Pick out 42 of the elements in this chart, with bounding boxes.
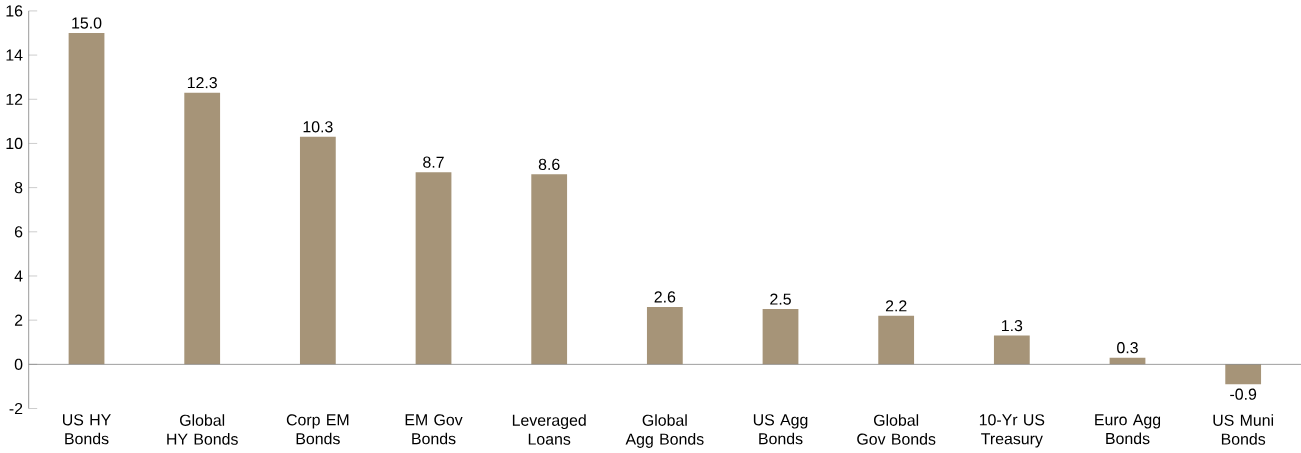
bar [68, 32, 105, 365]
data-label: 10.3 [303, 121, 333, 133]
data-label: -0.9 [1230, 388, 1257, 400]
x-tick-label: Global Agg Bonds [625, 414, 704, 448]
data-label: 12.3 [187, 76, 217, 89]
data-label: 2.2 [885, 300, 907, 312]
x-tick-label: 10-Yr US Treasury [979, 414, 1045, 448]
x-tick-label: Euro Agg Bonds [1095, 414, 1161, 445]
x-tick-label: EM Gov Bonds [405, 414, 463, 445]
bar [646, 306, 683, 365]
bar [1225, 364, 1262, 385]
y-tick-label: 10 [6, 137, 23, 149]
data-label: 0.3 [1117, 341, 1138, 354]
data-label: 8.6 [538, 158, 560, 170]
x-tick-label: Leveraged Loans [512, 414, 586, 445]
y-tick-label: 14 [6, 49, 23, 61]
data-label: 8.7 [423, 156, 444, 168]
bar [184, 92, 221, 365]
y-tick-label: 2 [14, 314, 23, 326]
bar [993, 335, 1030, 365]
data-label: 2.6 [654, 291, 676, 303]
y-tick-label: 16 [6, 5, 23, 17]
x-tick-label: Global HY Bonds [167, 414, 238, 445]
data-label: 1.3 [1002, 319, 1023, 332]
bar [762, 309, 799, 365]
bar [878, 315, 915, 365]
x-tick-label: Corp EM Bonds [286, 414, 349, 445]
bar [531, 174, 568, 365]
y-tick-label: 6 [14, 226, 23, 238]
data-label: 2.5 [770, 293, 791, 305]
x-tick-label: US HY Bonds [63, 414, 111, 445]
y-tick-label: -2 [9, 402, 23, 414]
x-tick-label: US Muni Bonds [1213, 414, 1274, 445]
data-label: 15.0 [72, 17, 102, 29]
y-tick-label: 8 [14, 181, 23, 194]
y-tick-label: 4 [14, 270, 23, 282]
bar [299, 136, 336, 365]
x-tick-label: US Agg Bonds [753, 414, 808, 445]
bar [415, 172, 452, 365]
y-tick-label: 12 [6, 93, 23, 105]
x-tick-label: Global Gov Bonds [857, 414, 936, 445]
y-tick-label: 0 [14, 358, 23, 370]
